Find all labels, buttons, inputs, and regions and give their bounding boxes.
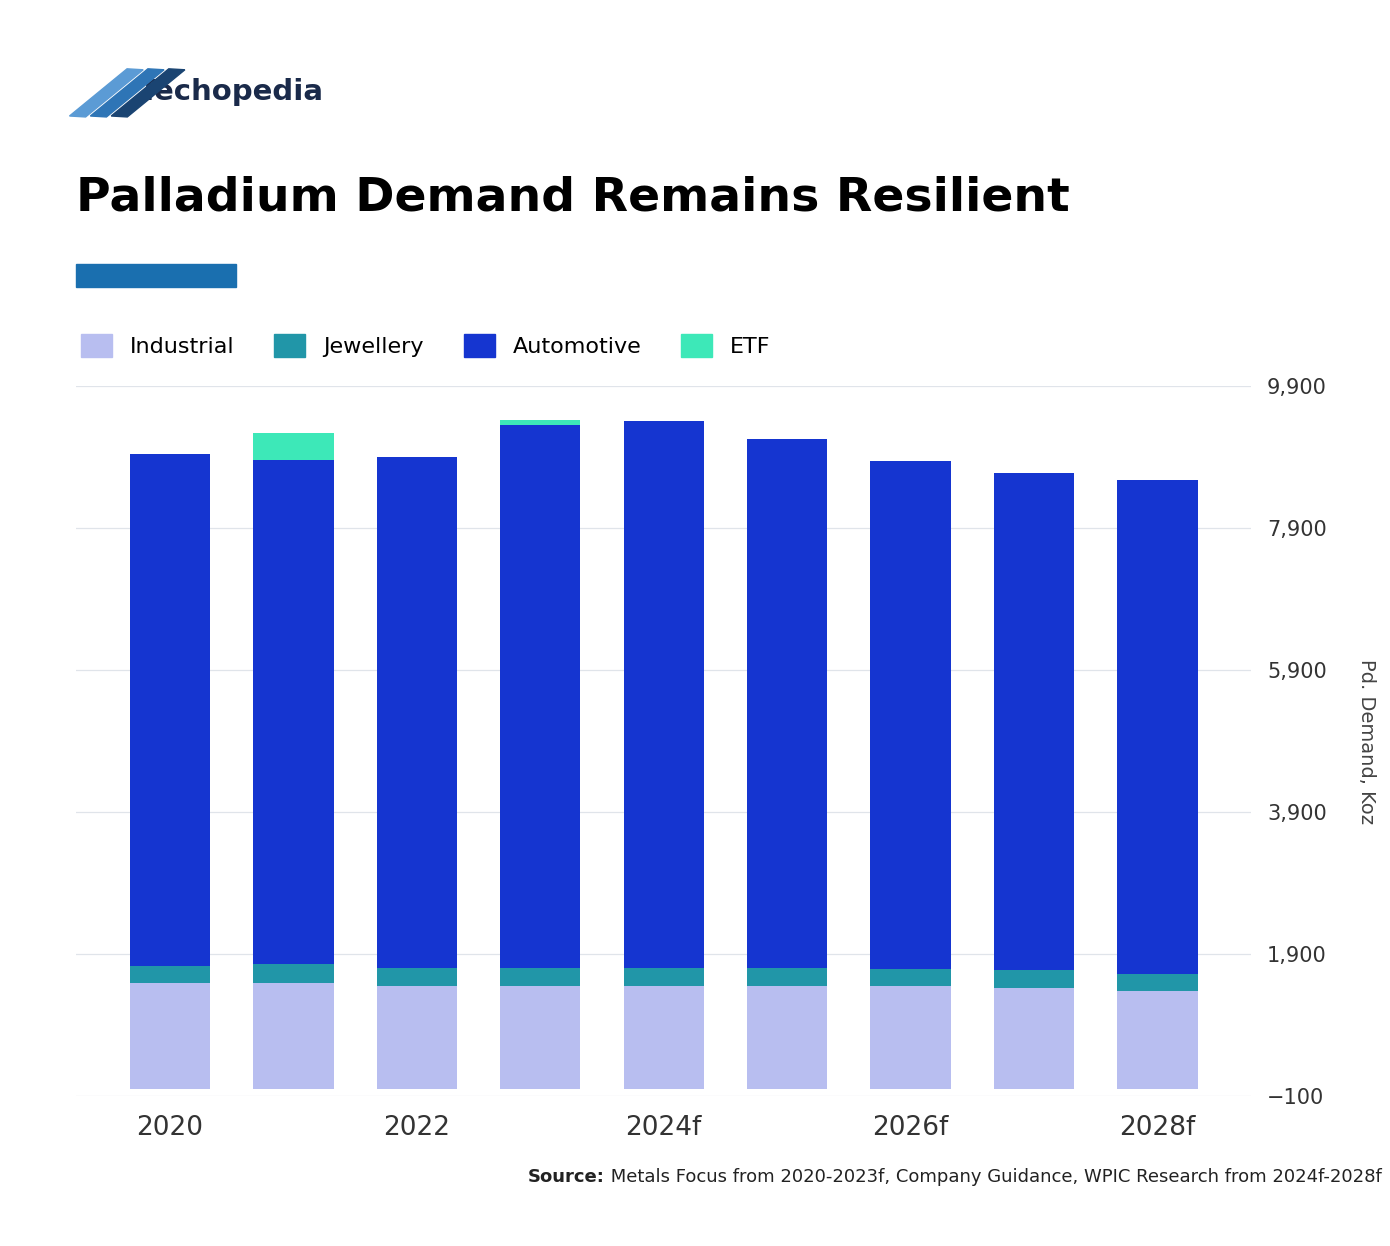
Text: Source:: Source: xyxy=(528,1169,605,1186)
Legend: Industrial, Jewellery, Automotive, ETF: Industrial, Jewellery, Automotive, ETF xyxy=(81,334,770,358)
Bar xyxy=(746,987,827,1089)
Bar xyxy=(994,971,1074,988)
Bar xyxy=(253,434,334,460)
Text: Metals Focus from 2020-2023f, Company Guidance, WPIC Research from 2024f-2028f: Metals Focus from 2020-2023f, Company Gu… xyxy=(605,1169,1382,1186)
Bar xyxy=(500,987,581,1089)
Bar xyxy=(500,425,581,968)
Bar xyxy=(377,987,457,1089)
Bar xyxy=(90,69,164,117)
Bar xyxy=(870,987,951,1089)
Bar xyxy=(129,455,210,966)
Text: Palladium Demand Remains Resilient: Palladium Demand Remains Resilient xyxy=(76,176,1070,221)
Bar xyxy=(870,461,951,968)
Bar xyxy=(129,966,210,983)
Bar xyxy=(624,421,703,968)
Y-axis label: Pd. Demand, Koz: Pd. Demand, Koz xyxy=(1358,659,1376,824)
Bar xyxy=(70,69,143,117)
Bar xyxy=(994,988,1074,1089)
Bar xyxy=(377,456,457,968)
Bar xyxy=(253,983,334,1089)
Bar xyxy=(746,439,827,968)
Bar xyxy=(377,968,457,987)
Bar xyxy=(624,968,703,987)
Bar xyxy=(76,264,236,287)
Bar xyxy=(253,964,334,983)
Bar xyxy=(253,460,334,964)
Bar xyxy=(500,968,581,987)
Text: Techopedia: Techopedia xyxy=(139,77,324,106)
Bar xyxy=(624,987,703,1089)
Bar xyxy=(994,473,1074,971)
Bar xyxy=(111,69,185,117)
Bar xyxy=(129,983,210,1089)
Bar xyxy=(500,420,581,425)
Bar xyxy=(1118,974,1198,992)
Bar xyxy=(1118,992,1198,1089)
Bar xyxy=(1118,481,1198,974)
Bar xyxy=(870,968,951,987)
Bar xyxy=(746,968,827,987)
Circle shape xyxy=(1195,269,1390,341)
